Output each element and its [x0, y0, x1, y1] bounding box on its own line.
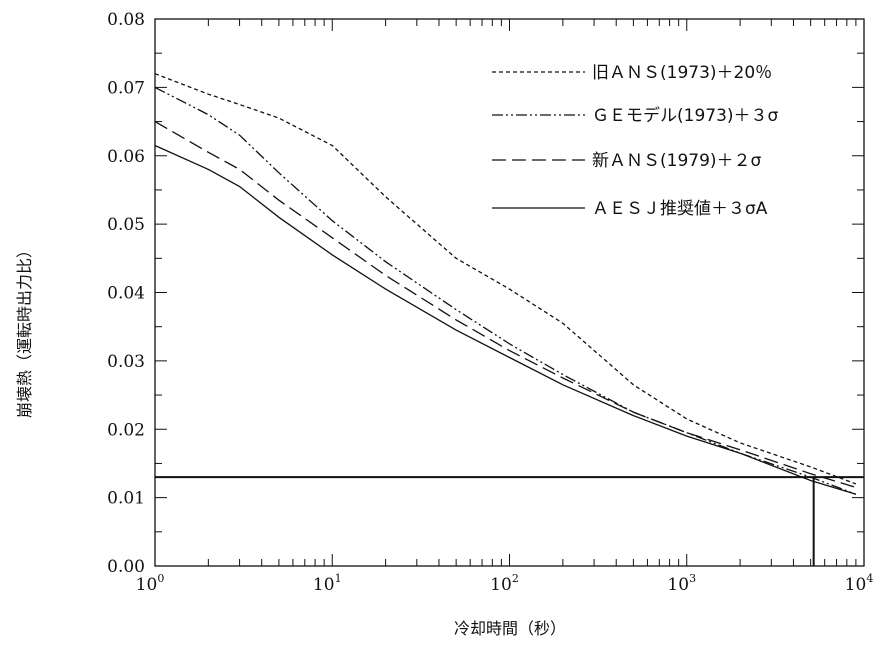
y-tick-labels: 0.00 0.01 0.02 0.03 0.04 0.05 0.06 0.07 0.08 [107, 10, 145, 577]
series-line-4 [154, 144, 857, 495]
x-tick-label: 102 [490, 572, 519, 595]
y-tick-label: 0.06 [107, 147, 145, 167]
x-tick-label: 104 [845, 572, 874, 595]
y-tick-label: 0.07 [107, 78, 145, 98]
y-tick-label: 0.02 [107, 420, 145, 440]
x-tick-labels: 100 101 102 103 104 [136, 572, 874, 595]
y-tick-label: 0.04 [107, 284, 145, 304]
series-line-3 [154, 121, 857, 489]
legend-label-4: ＡＥＳＪ推奨値＋３σA [592, 199, 768, 219]
x-tick-label: 101 [313, 572, 342, 595]
legend-label-2: ＧＥモデル(1973)＋３σ [592, 105, 779, 126]
y-tick-label: 0.08 [107, 10, 145, 30]
reference-lines [155, 476, 864, 566]
y-axis-title: 崩壊熱（運転時出力比） [15, 242, 34, 418]
series-lines [154, 73, 857, 495]
series-line-1 [154, 73, 857, 485]
axis-ticks [155, 19, 864, 566]
legend-label-1: 旧ＡＮＳ(1973)＋20％ [592, 63, 772, 83]
x-tick-label: 100 [136, 572, 165, 595]
y-tick-label: 0.00 [107, 557, 145, 577]
x-axis-title: 冷却時間（秒） [454, 619, 566, 638]
x-tick-label: 103 [667, 572, 696, 595]
legend-label-3: 新ＡＮＳ(1979)＋２σ [592, 151, 762, 171]
y-tick-label: 0.01 [107, 489, 145, 509]
y-tick-label: 0.03 [107, 352, 145, 372]
plot-frame [154, 18, 865, 567]
y-tick-label: 0.05 [107, 215, 145, 235]
legend: 旧ＡＮＳ(1973)＋20％ ＧＥモデル(1973)＋３σ 新ＡＮＳ(1979)＋２… [492, 63, 779, 219]
series-line-2 [154, 86, 857, 495]
